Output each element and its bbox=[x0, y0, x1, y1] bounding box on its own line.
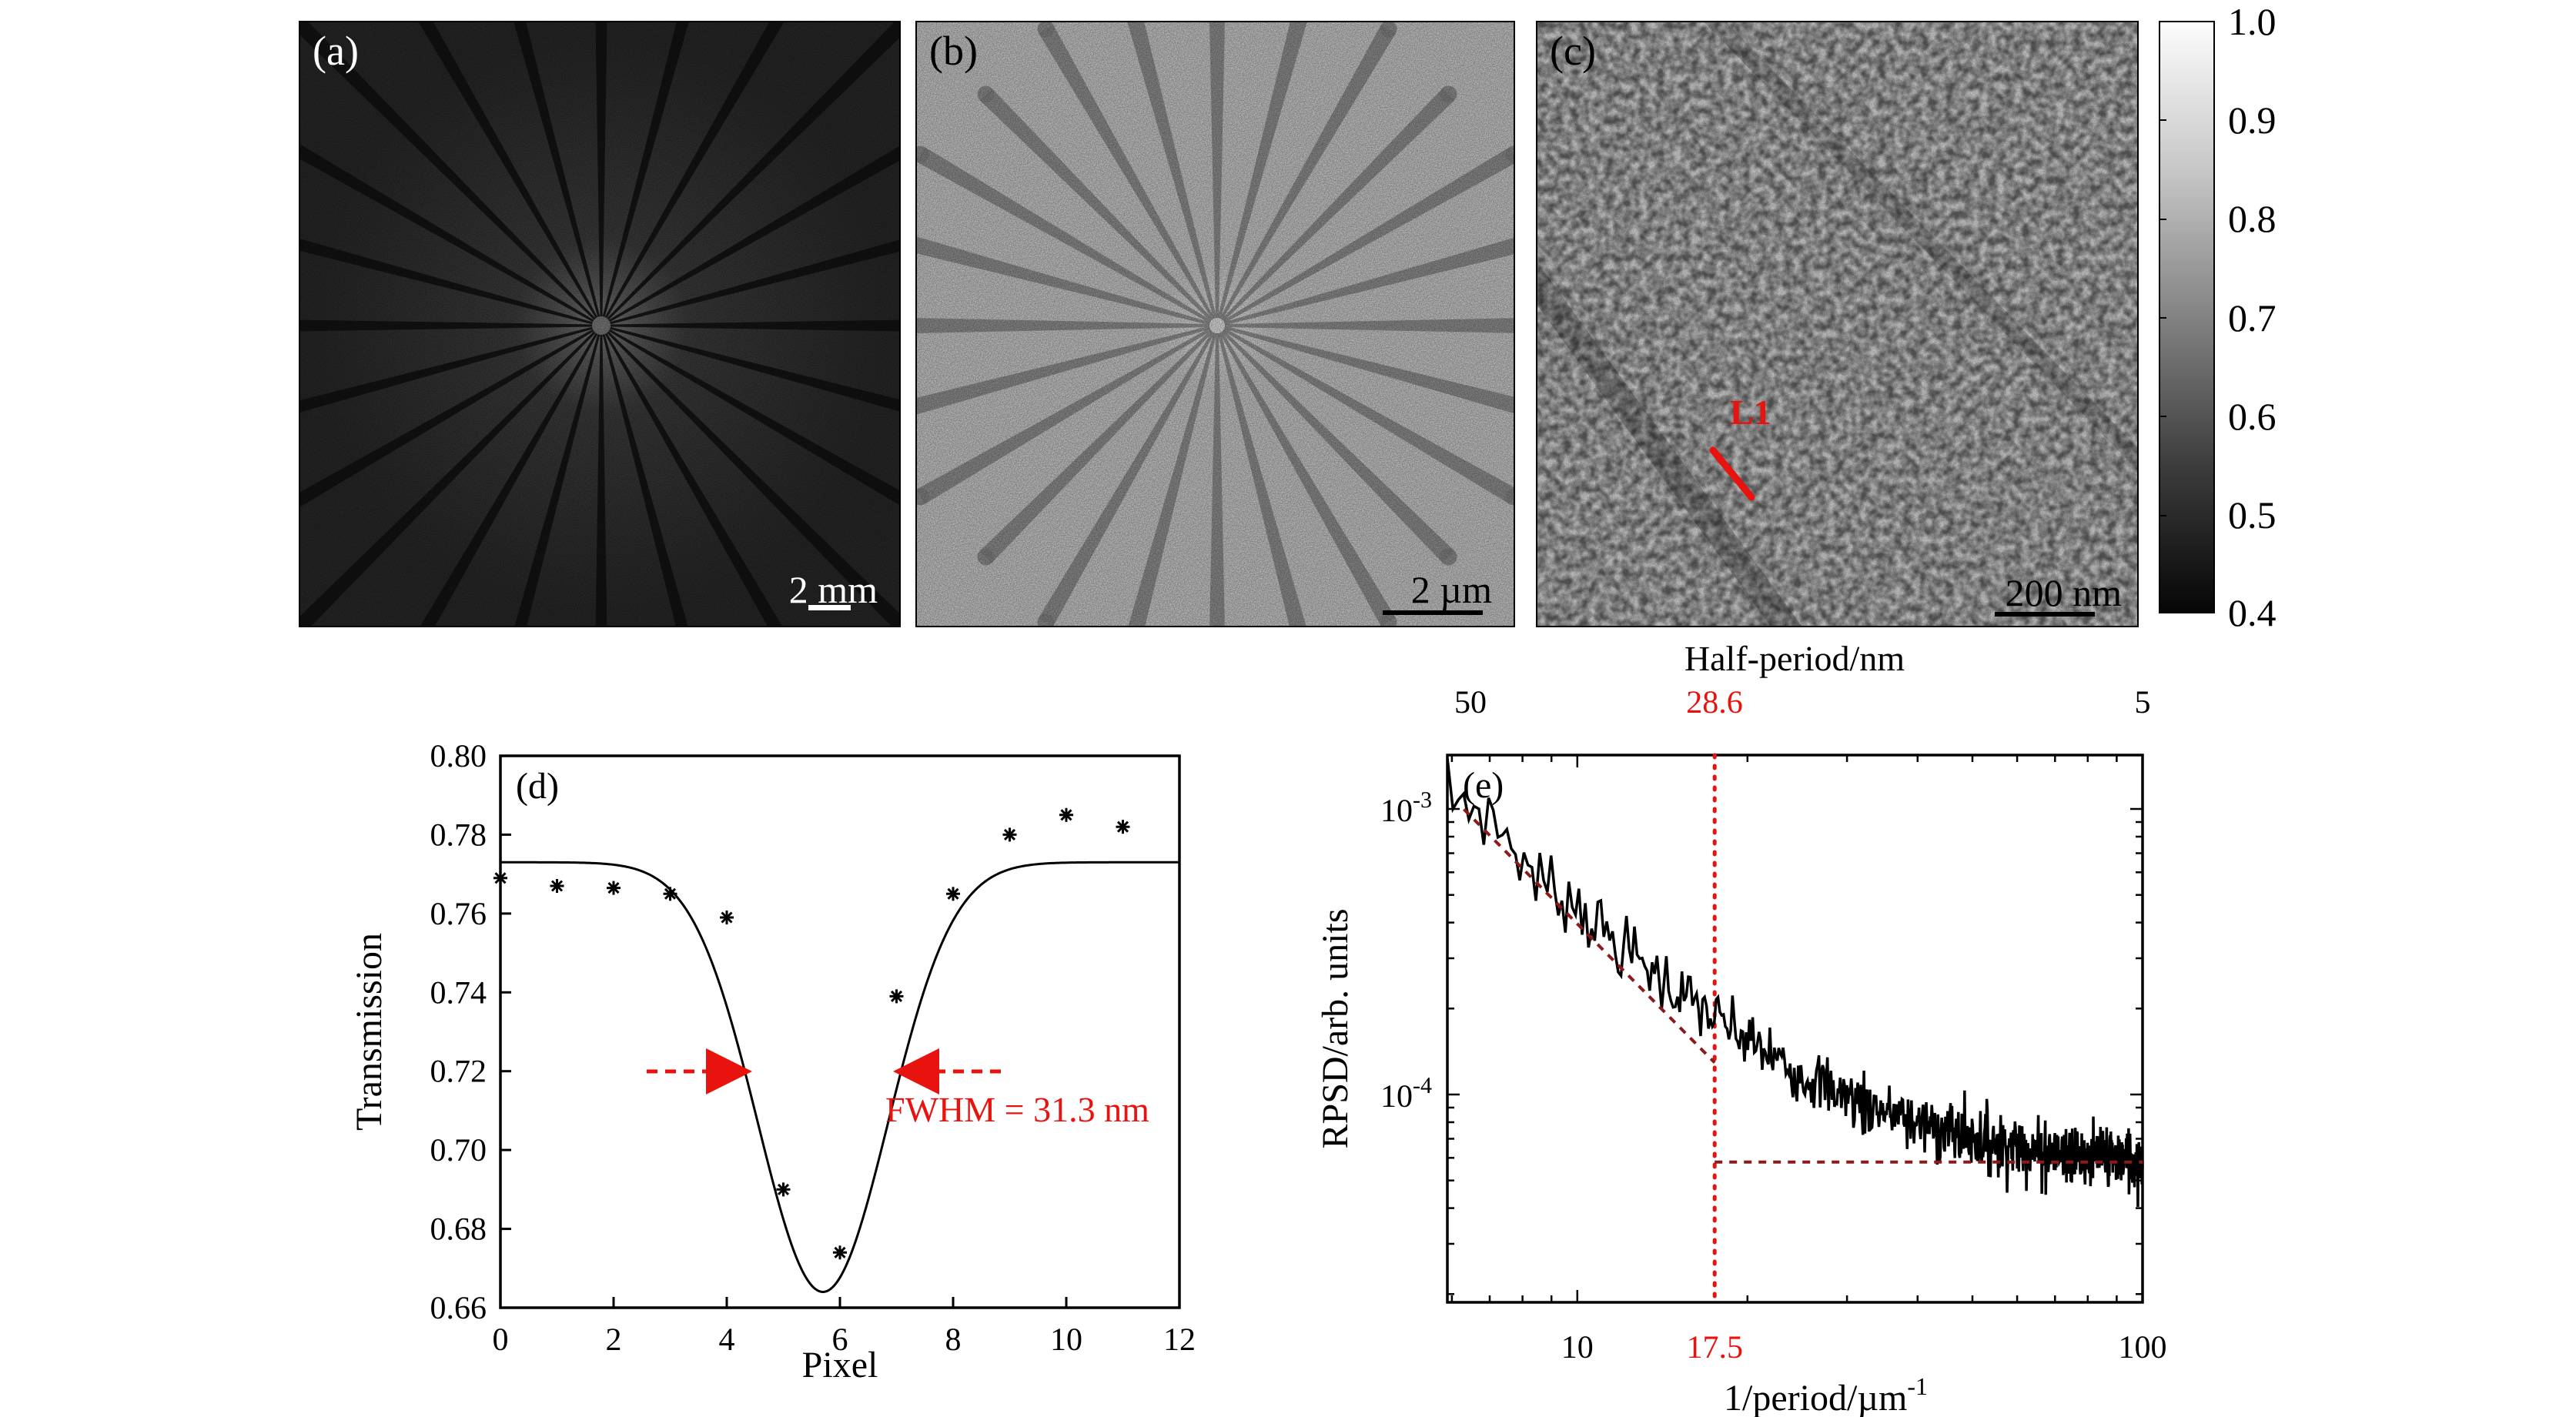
svg-text:2: 2 bbox=[606, 1322, 622, 1358]
svg-text:10: 10 bbox=[1561, 1330, 1594, 1365]
svg-text:Half-period/nm: Half-period/nm bbox=[1684, 639, 1905, 678]
svg-text:RPSD/arb. units: RPSD/arb. units bbox=[1315, 908, 1356, 1148]
svg-text:Transmission: Transmission bbox=[349, 933, 390, 1131]
svg-text:17.5: 17.5 bbox=[1686, 1330, 1743, 1365]
svg-text:Pixel: Pixel bbox=[802, 1345, 878, 1385]
svg-text:0.80: 0.80 bbox=[430, 739, 487, 774]
svg-text:4: 4 bbox=[719, 1322, 735, 1358]
svg-text:12: 12 bbox=[1163, 1322, 1196, 1358]
svg-text:0.68: 0.68 bbox=[430, 1212, 487, 1248]
svg-text:1/period/µm-1: 1/period/µm-1 bbox=[1724, 1372, 1928, 1417]
svg-text:0.74: 0.74 bbox=[430, 975, 487, 1011]
svg-text:10-4: 10-4 bbox=[1380, 1073, 1432, 1115]
svg-text:10-3: 10-3 bbox=[1380, 787, 1432, 829]
svg-text:50: 50 bbox=[1454, 685, 1487, 720]
svg-text:FWHM = 31.3 nm: FWHM = 31.3 nm bbox=[885, 1090, 1149, 1129]
svg-text:5: 5 bbox=[2135, 685, 2151, 720]
svg-text:0: 0 bbox=[493, 1322, 509, 1358]
svg-text:0.78: 0.78 bbox=[430, 817, 487, 853]
svg-text:0.70: 0.70 bbox=[430, 1133, 487, 1168]
svg-text:100: 100 bbox=[2119, 1330, 2167, 1365]
svg-text:28.6: 28.6 bbox=[1686, 685, 1743, 720]
svg-text:(e): (e) bbox=[1463, 765, 1504, 806]
svg-text:8: 8 bbox=[945, 1322, 962, 1358]
svg-text:0.72: 0.72 bbox=[430, 1054, 487, 1090]
svg-text:0.76: 0.76 bbox=[430, 897, 487, 932]
svg-text:10: 10 bbox=[1050, 1322, 1082, 1358]
svg-text:0.66: 0.66 bbox=[430, 1291, 487, 1326]
svg-text:(d): (d) bbox=[516, 766, 559, 807]
